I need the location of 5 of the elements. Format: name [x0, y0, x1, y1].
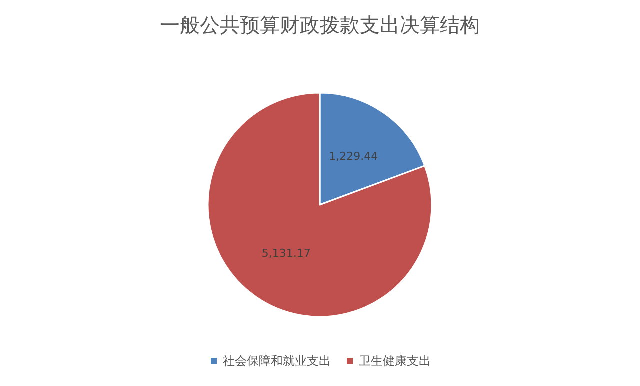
- data-label: 5,131.17: [262, 246, 311, 260]
- chart-title: 一般公共预算财政拨款支出决算结构: [160, 13, 480, 37]
- legend-label: 社会保障和就业支出: [223, 354, 331, 368]
- legend-label: 卫生健康支出: [359, 354, 431, 368]
- data-label: 1,229.44: [329, 150, 378, 164]
